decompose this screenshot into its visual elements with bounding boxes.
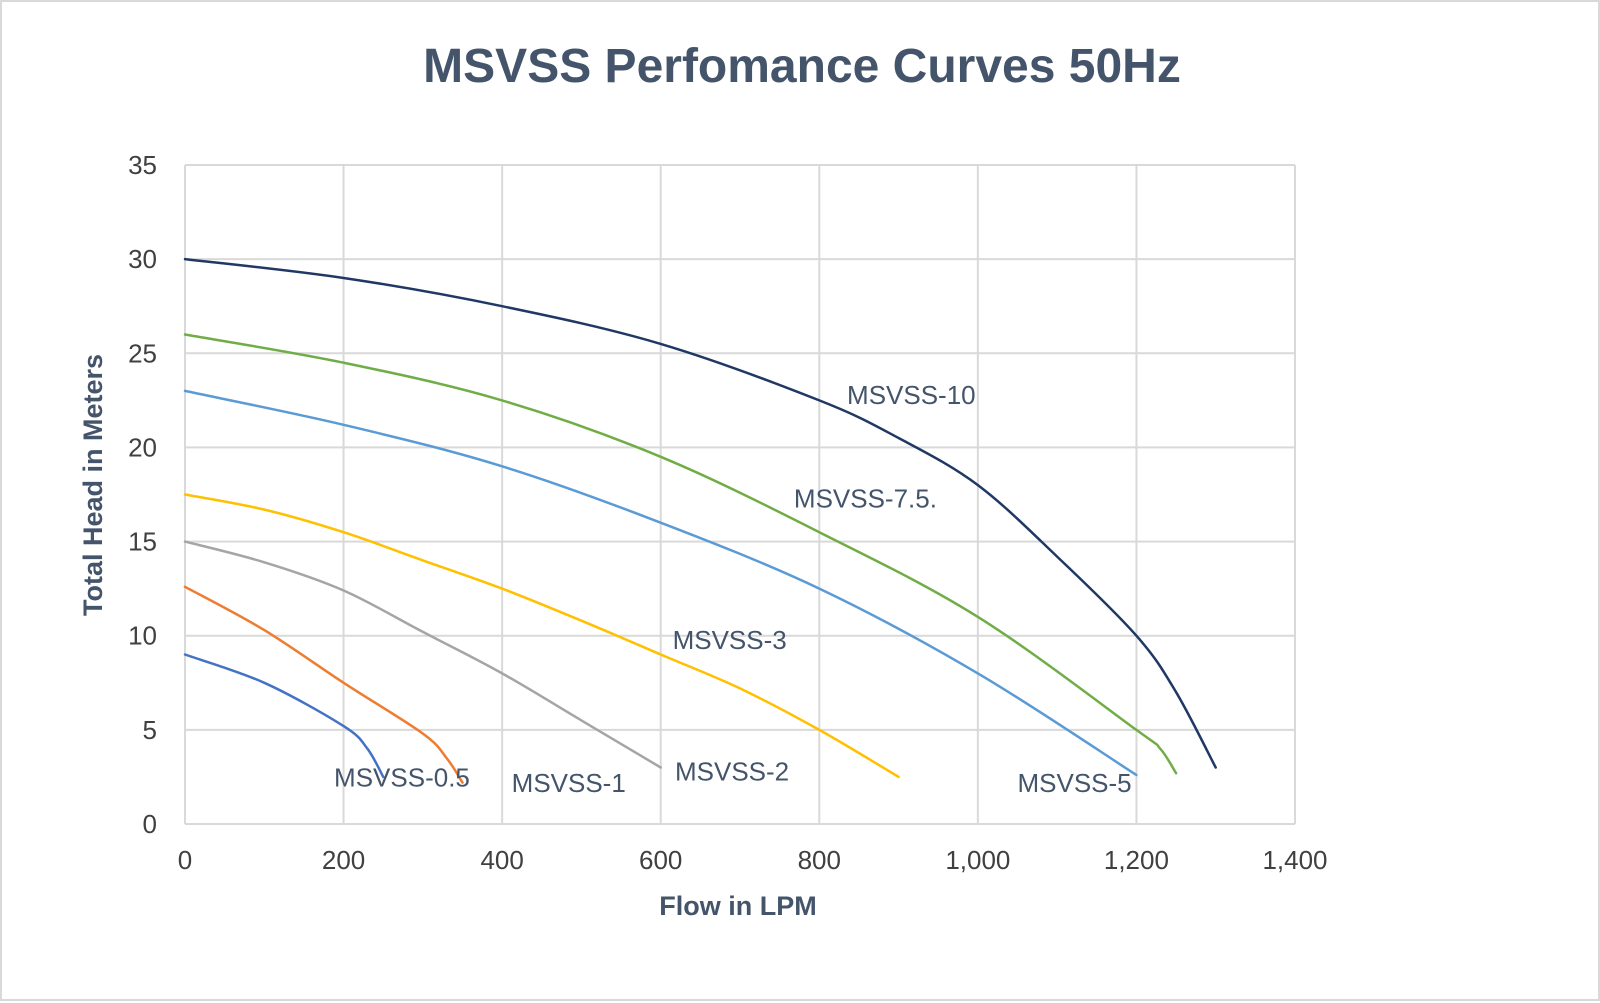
y-tick-label: 20	[128, 432, 157, 462]
series-line-msvss-2	[183, 540, 662, 769]
series-line-msvss-0-5	[183, 653, 385, 779]
series-label-msvss-3: MSVSS-3	[673, 625, 787, 655]
chart-title: MSVSS Perfomance Curves 50Hz	[423, 40, 1181, 93]
series-line-msvss-3	[183, 493, 900, 779]
x-tick-label: 200	[322, 845, 365, 875]
x-tick-label: 0	[178, 845, 192, 875]
y-tick-label: 15	[128, 527, 157, 557]
x-tick-label: 400	[480, 845, 523, 875]
x-axis-title: Flow in LPM	[659, 891, 816, 921]
y-tick-label: 0	[143, 809, 157, 839]
series-line-msvss-7-5	[183, 333, 1178, 775]
y-tick-label: 35	[128, 150, 157, 180]
y-axis-title: Total Head in Meters	[78, 354, 108, 616]
x-tick-label: 1,000	[945, 845, 1010, 875]
y-tick-label: 10	[128, 621, 157, 651]
tick-labels: 0 200 400 600 800 1,000 1,200 1,400 0 5 10 15 20 25 30…	[128, 150, 1327, 875]
series-line-msvss-5	[183, 389, 1138, 777]
x-tick-label: 1,200	[1104, 845, 1169, 875]
x-tick-label: 1,400	[1262, 845, 1327, 875]
y-tick-label: 5	[143, 715, 157, 745]
series-line-msvss-1	[183, 585, 464, 784]
series-label-msvss-2: MSVSS-2	[675, 757, 789, 787]
series-label-msvss-1: MSVSS-1	[512, 768, 626, 798]
series-label-msvss-5: MSVSS-5	[1018, 768, 1132, 798]
y-tick-label: 25	[128, 338, 157, 368]
series-labels: MSVSS-0.5 MSVSS-1 MSVSS-2 MSVSS-3 MSVSS-5 MSV…	[334, 380, 1132, 798]
series-line-msvss-10	[183, 257, 1217, 769]
x-tick-label: 800	[798, 845, 841, 875]
y-tick-label: 30	[128, 244, 157, 274]
series-label-msvss-0-5: MSVSS-0.5	[334, 762, 470, 792]
series-label-msvss-7-5: MSVSS-7.5.	[794, 484, 937, 514]
x-tick-label: 600	[639, 845, 682, 875]
series-lines	[183, 257, 1217, 784]
series-label-msvss-10: MSVSS-10	[847, 380, 976, 410]
